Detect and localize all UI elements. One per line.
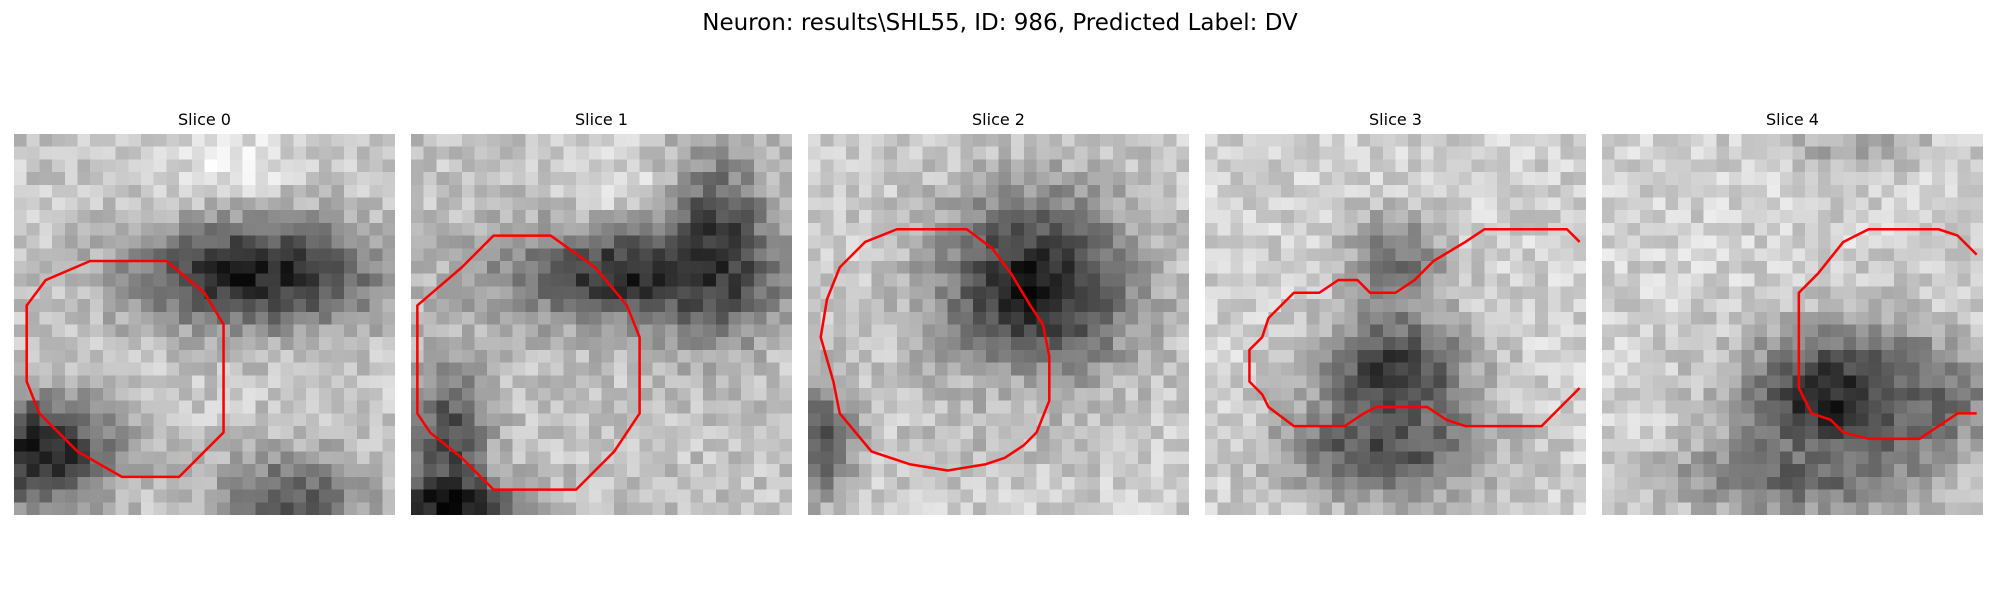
slice-image-4 — [1602, 134, 1983, 515]
slice-panel-1: Slice 1 — [411, 108, 792, 518]
slice-title-4: Slice 4 — [1766, 110, 1819, 129]
segmentation-contour-2 — [819, 227, 1051, 472]
slice-title-0: Slice 0 — [178, 110, 231, 129]
slice-title-1: Slice 1 — [575, 110, 628, 129]
slice-image-1 — [411, 134, 792, 515]
slice-panel-4: Slice 4 — [1602, 108, 1983, 518]
segmentation-contour-1 — [416, 234, 641, 491]
slice-panel-2: Slice 2 — [808, 108, 1189, 518]
contour-line — [25, 259, 225, 479]
slice-panel-0: Slice 0 — [14, 108, 395, 518]
segmentation-contour-0 — [25, 259, 225, 479]
slice-image-3 — [1205, 134, 1586, 515]
contour-line — [1248, 227, 1581, 428]
slice-title-3: Slice 3 — [1369, 110, 1422, 129]
slice-panel-3: Slice 3 — [1205, 108, 1586, 518]
contour-line — [416, 234, 641, 491]
slice-title-2: Slice 2 — [972, 110, 1025, 129]
segmentation-contour-3 — [1248, 227, 1581, 428]
segmentation-contour-4 — [1797, 227, 1978, 441]
figure-title: Neuron: results\SHL55, ID: 986, Predicte… — [702, 10, 1298, 36]
contour-line — [1797, 227, 1978, 441]
contour-line — [819, 227, 1051, 472]
